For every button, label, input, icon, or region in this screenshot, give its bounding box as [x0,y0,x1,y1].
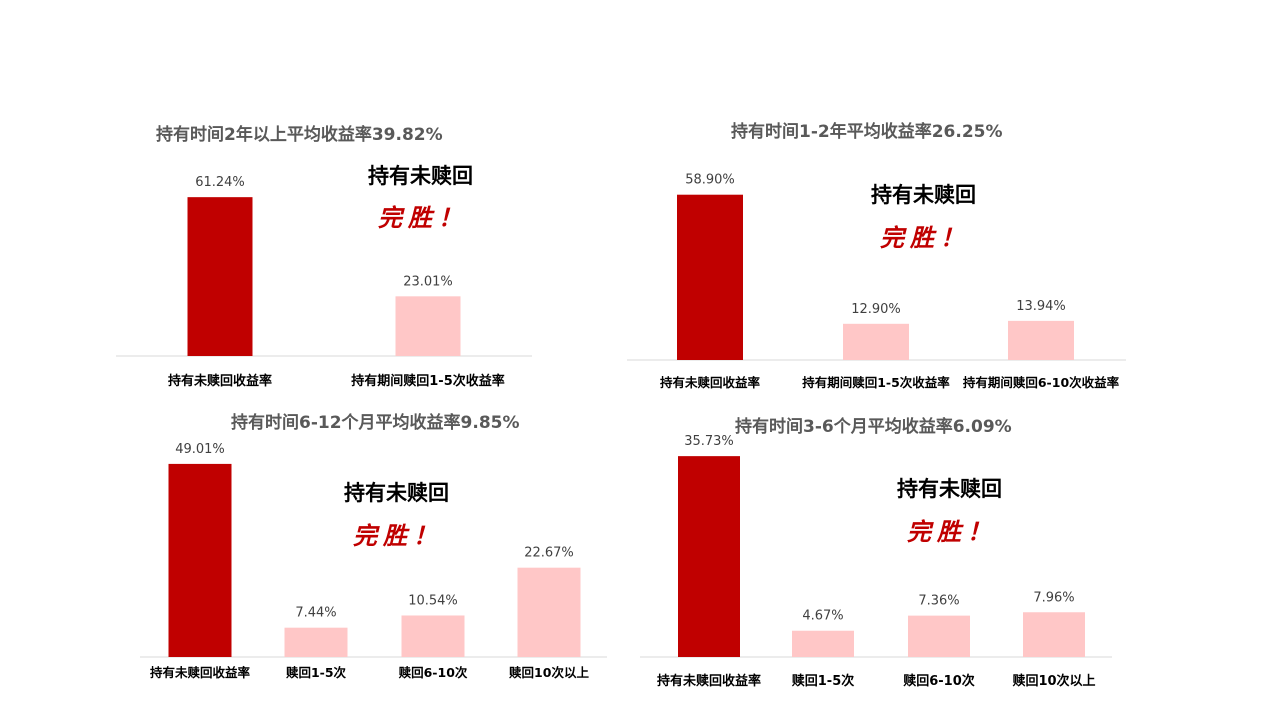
category-label: 赎回10次以上 [509,665,589,680]
annotation-line2: 完胜！ [907,517,997,546]
data-label: 10.54% [408,593,458,608]
chart-title: 持有时间1-2年平均收益率26.25% [731,122,1003,142]
annotation-line2: 完胜！ [880,223,970,252]
bar [1008,320,1074,360]
data-label: 7.44% [295,606,336,621]
bar [517,567,581,657]
bar [284,627,348,657]
bar [168,463,232,657]
category-label: 赎回6-10次 [399,665,468,680]
data-label: 7.96% [1033,590,1074,605]
annotation-line2: 完胜！ [353,521,443,550]
category-label: 赎回1-5次 [286,665,347,680]
category-label: 持有期间赎回1-5次收益率 [802,375,950,390]
bar [843,323,909,360]
bar [677,194,743,360]
category-label: 持有未赎回收益率 [150,665,251,680]
category-label: 赎回10次以上 [1012,673,1095,689]
data-label: 12.90% [851,302,901,317]
category-label: 持有未赎回收益率 [168,373,272,389]
data-label: 13.94% [1016,299,1066,314]
annotation-line1: 持有未赎回 [897,477,1002,501]
bar [792,630,854,657]
category-label: 持有期间赎回6-10次收益率 [963,375,1120,390]
data-label: 4.67% [802,609,843,624]
bar [401,615,465,657]
chart-title: 持有时间3-6个月平均收益率6.09% [735,417,1012,437]
category-label: 持有未赎回收益率 [657,673,761,689]
annotation-line2: 完胜！ [378,203,468,232]
data-label: 35.73% [684,434,734,449]
bar [1023,612,1085,657]
chart-title: 持有时间2年以上平均收益率39.82% [156,125,443,145]
annotation-line1: 持有未赎回 [368,164,473,188]
category-label: 持有期间赎回1-5次收益率 [351,373,505,389]
category-label: 持有未赎回收益率 [660,375,761,390]
data-label: 61.24% [195,175,245,190]
chart-title: 持有时间6-12个月平均收益率9.85% [231,413,520,433]
data-label: 23.01% [403,274,453,289]
bar [187,197,253,356]
bar [395,296,461,356]
data-label: 58.90% [685,173,735,188]
data-label: 49.01% [175,442,225,457]
annotation-line1: 持有未赎回 [344,481,449,505]
bar [678,456,740,657]
data-label: 22.67% [524,546,574,561]
category-label: 赎回6-10次 [903,673,975,689]
bar [908,615,970,657]
annotation-line1: 持有未赎回 [871,183,976,207]
data-label: 7.36% [918,594,959,609]
category-label: 赎回1-5次 [792,673,855,689]
